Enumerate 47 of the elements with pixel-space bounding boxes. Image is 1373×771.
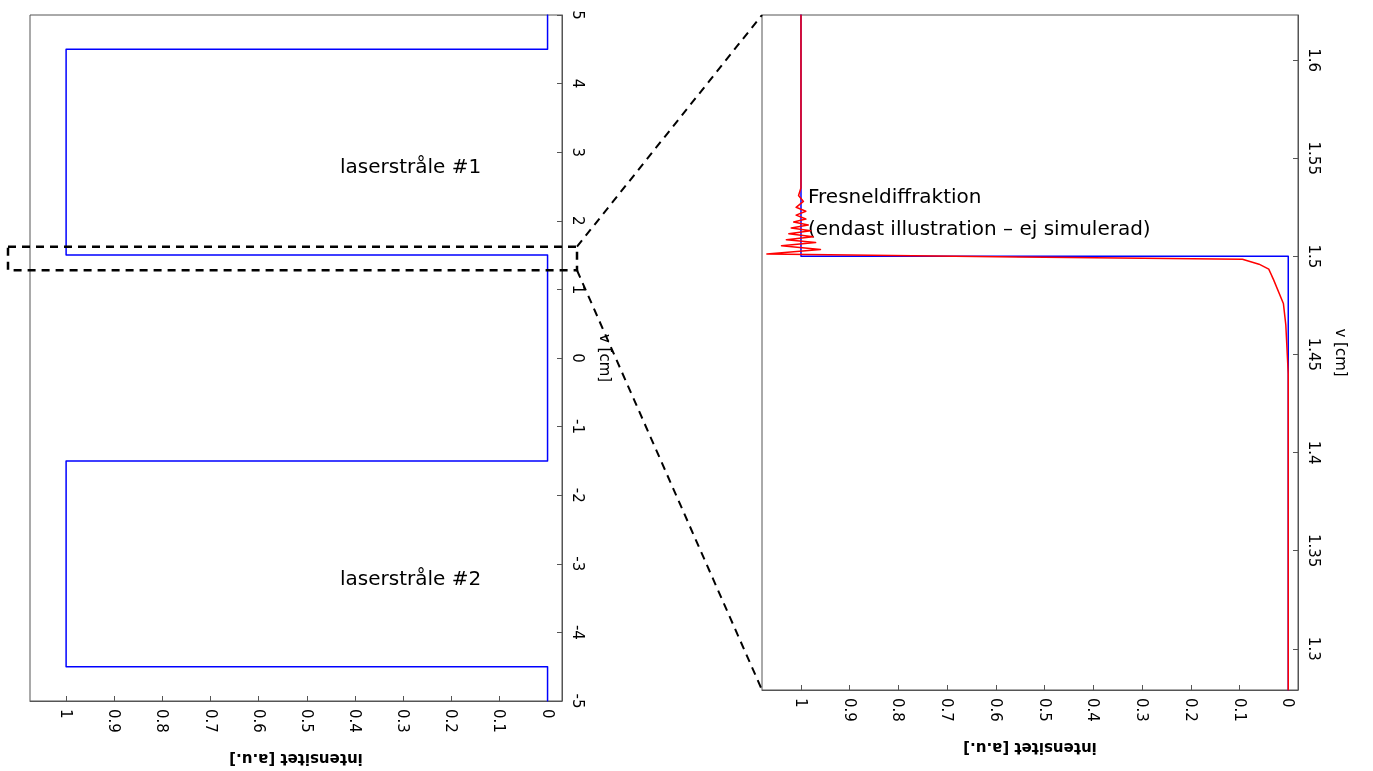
x-tick-label: 0.6 bbox=[249, 709, 268, 733]
x-tick-label: 0.5 bbox=[1035, 698, 1054, 722]
x-tick-label: 0.3 bbox=[394, 709, 413, 733]
x-tick-label: 0.4 bbox=[345, 709, 364, 733]
y-tick-label: 1.3 bbox=[1304, 636, 1323, 661]
y-tick-label: 1.45 bbox=[1304, 337, 1323, 372]
x-tick-label: 0.7 bbox=[938, 698, 957, 722]
x-tick-label: 0.7 bbox=[201, 709, 220, 733]
y-tick-label: 2 bbox=[568, 216, 587, 226]
y-tick-label: -1 bbox=[568, 419, 587, 435]
y-tick-label: 0 bbox=[568, 353, 587, 363]
y-axis-title: v [cm] bbox=[595, 333, 614, 383]
annotation: laserstråle #1 bbox=[340, 154, 482, 178]
x-tick-label: 0.5 bbox=[297, 709, 316, 733]
x-tick-label: 0 bbox=[538, 709, 557, 719]
x-axis-title: intensitet [a.u.] bbox=[963, 738, 1097, 757]
x-tick-label: 1 bbox=[791, 698, 810, 708]
y-tick-label: 1 bbox=[568, 284, 587, 295]
y-tick-label: -2 bbox=[568, 487, 587, 503]
x-tick-label: 0.1 bbox=[1230, 698, 1249, 722]
x-tick-label: 0.9 bbox=[840, 698, 859, 722]
x-tick-label: 0.1 bbox=[490, 709, 509, 733]
y-tick-label: -5 bbox=[568, 693, 587, 709]
annotation: Fresneldiffraktion (endast illustration – ej simulerad) bbox=[808, 184, 1151, 240]
y-axis-title: v [cm] bbox=[1331, 328, 1350, 377]
x-tick-label: 0 bbox=[1279, 698, 1298, 708]
y-tick-label: 5 bbox=[568, 10, 587, 20]
x-tick-label: 0.3 bbox=[1133, 698, 1152, 722]
x-tick-label: 0.2 bbox=[1181, 698, 1200, 722]
x-tick-label: 0.6 bbox=[986, 698, 1005, 722]
x-tick-label: 0.4 bbox=[1084, 698, 1103, 722]
y-tick-label: -4 bbox=[568, 624, 587, 640]
y-tick-label: 1.5 bbox=[1304, 244, 1323, 269]
annotation: laserstråle #2 bbox=[340, 566, 482, 590]
x-tick-label: 0.8 bbox=[153, 709, 172, 733]
x-tick-label: 0.2 bbox=[442, 709, 461, 733]
y-tick-label: 1.6 bbox=[1304, 48, 1323, 73]
x-tick-label: 1 bbox=[57, 709, 76, 719]
x-axis-title: intensitet [a.u.] bbox=[229, 749, 363, 768]
y-tick-label: -3 bbox=[568, 556, 587, 572]
x-tick-label: 0.9 bbox=[105, 709, 124, 733]
y-tick-label: 4 bbox=[568, 78, 587, 89]
y-tick-label: 3 bbox=[568, 147, 587, 157]
y-tick-label: 1.35 bbox=[1304, 533, 1323, 568]
x-tick-label: 0.8 bbox=[889, 698, 908, 722]
y-tick-label: 1.4 bbox=[1304, 440, 1323, 465]
y-tick-label: 1.55 bbox=[1304, 141, 1323, 175]
